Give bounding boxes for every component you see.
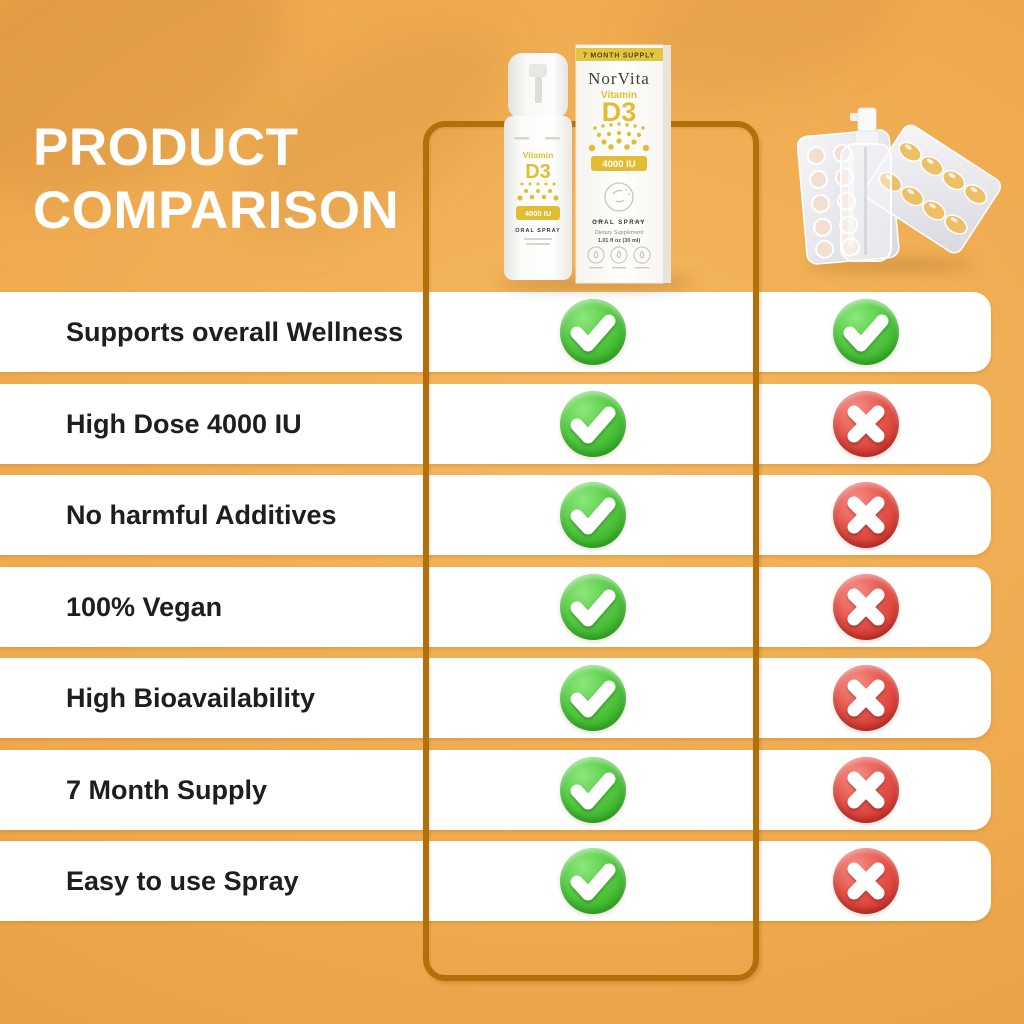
feature-row: Supports overall Wellness bbox=[0, 292, 991, 372]
cross-icon bbox=[847, 679, 885, 717]
check-icon bbox=[843, 314, 889, 352]
check-icon bbox=[570, 680, 616, 718]
cross-icon bbox=[847, 862, 885, 900]
featured-status-icon bbox=[560, 665, 626, 731]
feature-row: No harmful Additives bbox=[0, 475, 991, 555]
feature-label: Easy to use Spray bbox=[66, 866, 299, 896]
feature-label: High Bioavailability bbox=[66, 683, 316, 713]
feature-row: High Bioavailability bbox=[0, 658, 991, 738]
feature-label: No harmful Additives bbox=[66, 500, 337, 530]
competitor-status-icon bbox=[833, 391, 899, 457]
featured-status-icon bbox=[560, 482, 626, 548]
generic-spray-bottle bbox=[840, 107, 892, 262]
competitor-status-icon bbox=[833, 848, 899, 914]
competitor-column-cell bbox=[833, 757, 899, 823]
bottle-format-label: ORAL SPRAY bbox=[515, 228, 560, 234]
check-icon bbox=[570, 497, 616, 535]
featured-column-cell bbox=[560, 757, 626, 823]
bottle-vitamin-name: D3 bbox=[525, 161, 551, 183]
check-icon bbox=[570, 772, 616, 810]
featured-column-cell bbox=[560, 848, 626, 914]
box-supplement-type: Dietary Supplement bbox=[595, 230, 644, 236]
feature-row: Easy to use Spray bbox=[0, 841, 991, 921]
featured-status-icon bbox=[560, 574, 626, 640]
check-icon bbox=[570, 863, 616, 901]
featured-status-icon bbox=[560, 299, 626, 365]
competitor-product-image bbox=[796, 107, 1001, 265]
spray-dots-decoration bbox=[517, 182, 559, 201]
spray-dots-decoration bbox=[588, 122, 650, 152]
featured-column-cell bbox=[560, 299, 626, 365]
competitor-status-icon bbox=[833, 482, 899, 548]
competitor-column-cell bbox=[833, 848, 899, 914]
competitor-column-cell bbox=[833, 482, 899, 548]
competitor-status-icon bbox=[833, 574, 899, 640]
featured-column-cell bbox=[560, 665, 626, 731]
feature-row: 100% Vegan bbox=[0, 567, 991, 647]
bottle-vitamin-word: Vitamin bbox=[523, 150, 554, 160]
check-icon bbox=[570, 314, 616, 352]
competitor-column-cell bbox=[833, 665, 899, 731]
box-vitamin-name: D3 bbox=[602, 97, 637, 127]
competitor-column-cell bbox=[833, 391, 899, 457]
featured-status-icon bbox=[560, 391, 626, 457]
featured-status-icon bbox=[560, 848, 626, 914]
box-format-label: ORAL SPRAY bbox=[592, 220, 646, 226]
page-title: PRODUCT COMPARISON bbox=[33, 116, 399, 242]
featured-spray-bottle: Vitamin D3 4000 IU ORAL SPRAY bbox=[504, 53, 572, 280]
cross-icon bbox=[847, 771, 885, 809]
box-brand-name: NorVita bbox=[588, 69, 650, 88]
competitor-column-cell bbox=[833, 299, 899, 365]
page-title-line2: COMPARISON bbox=[33, 181, 400, 240]
competitor-status-icon bbox=[833, 665, 899, 731]
oral-spray-face-icon bbox=[604, 182, 634, 212]
feature-row: High Dose 4000 IU bbox=[0, 384, 991, 464]
featured-product-box: 7 MONTH SUPPLY NorVita Vitamin D3 4000 I… bbox=[575, 44, 671, 284]
competitor-status-icon bbox=[833, 299, 899, 365]
feature-label: 7 Month Supply bbox=[66, 775, 267, 805]
feature-row: 7 Month Supply bbox=[0, 750, 991, 830]
competitor-column-cell bbox=[833, 574, 899, 640]
featured-column-cell bbox=[560, 391, 626, 457]
featured-product-image: Vitamin D3 4000 IU ORAL SPRAY 7 MONTH SU… bbox=[504, 44, 671, 284]
page-title-line1: PRODUCT bbox=[33, 118, 299, 177]
capsule-blister-pack-front bbox=[863, 124, 1001, 254]
box-benefit-icons bbox=[587, 246, 651, 269]
feature-label: 100% Vegan bbox=[66, 592, 223, 622]
bottle-dose-badge: 4000 IU bbox=[525, 209, 551, 218]
competitor-status-icon bbox=[833, 757, 899, 823]
check-icon bbox=[570, 406, 616, 444]
box-vitamin-word: Vitamin bbox=[601, 90, 637, 101]
check-icon bbox=[570, 589, 616, 627]
cross-icon bbox=[847, 405, 885, 443]
box-volume: 1.01 fl oz (30 ml) bbox=[598, 238, 641, 244]
featured-column-cell bbox=[560, 574, 626, 640]
feature-label: High Dose 4000 IU bbox=[66, 409, 302, 439]
box-dose-badge: 4000 IU bbox=[602, 159, 635, 170]
featured-status-icon bbox=[560, 757, 626, 823]
capsule-highlights bbox=[885, 144, 978, 223]
feature-label: Supports overall Wellness bbox=[66, 317, 404, 347]
cross-icon bbox=[847, 496, 885, 534]
box-supply-banner: 7 MONTH SUPPLY bbox=[583, 53, 655, 60]
cross-icon bbox=[847, 588, 885, 626]
featured-column-cell bbox=[560, 482, 626, 548]
